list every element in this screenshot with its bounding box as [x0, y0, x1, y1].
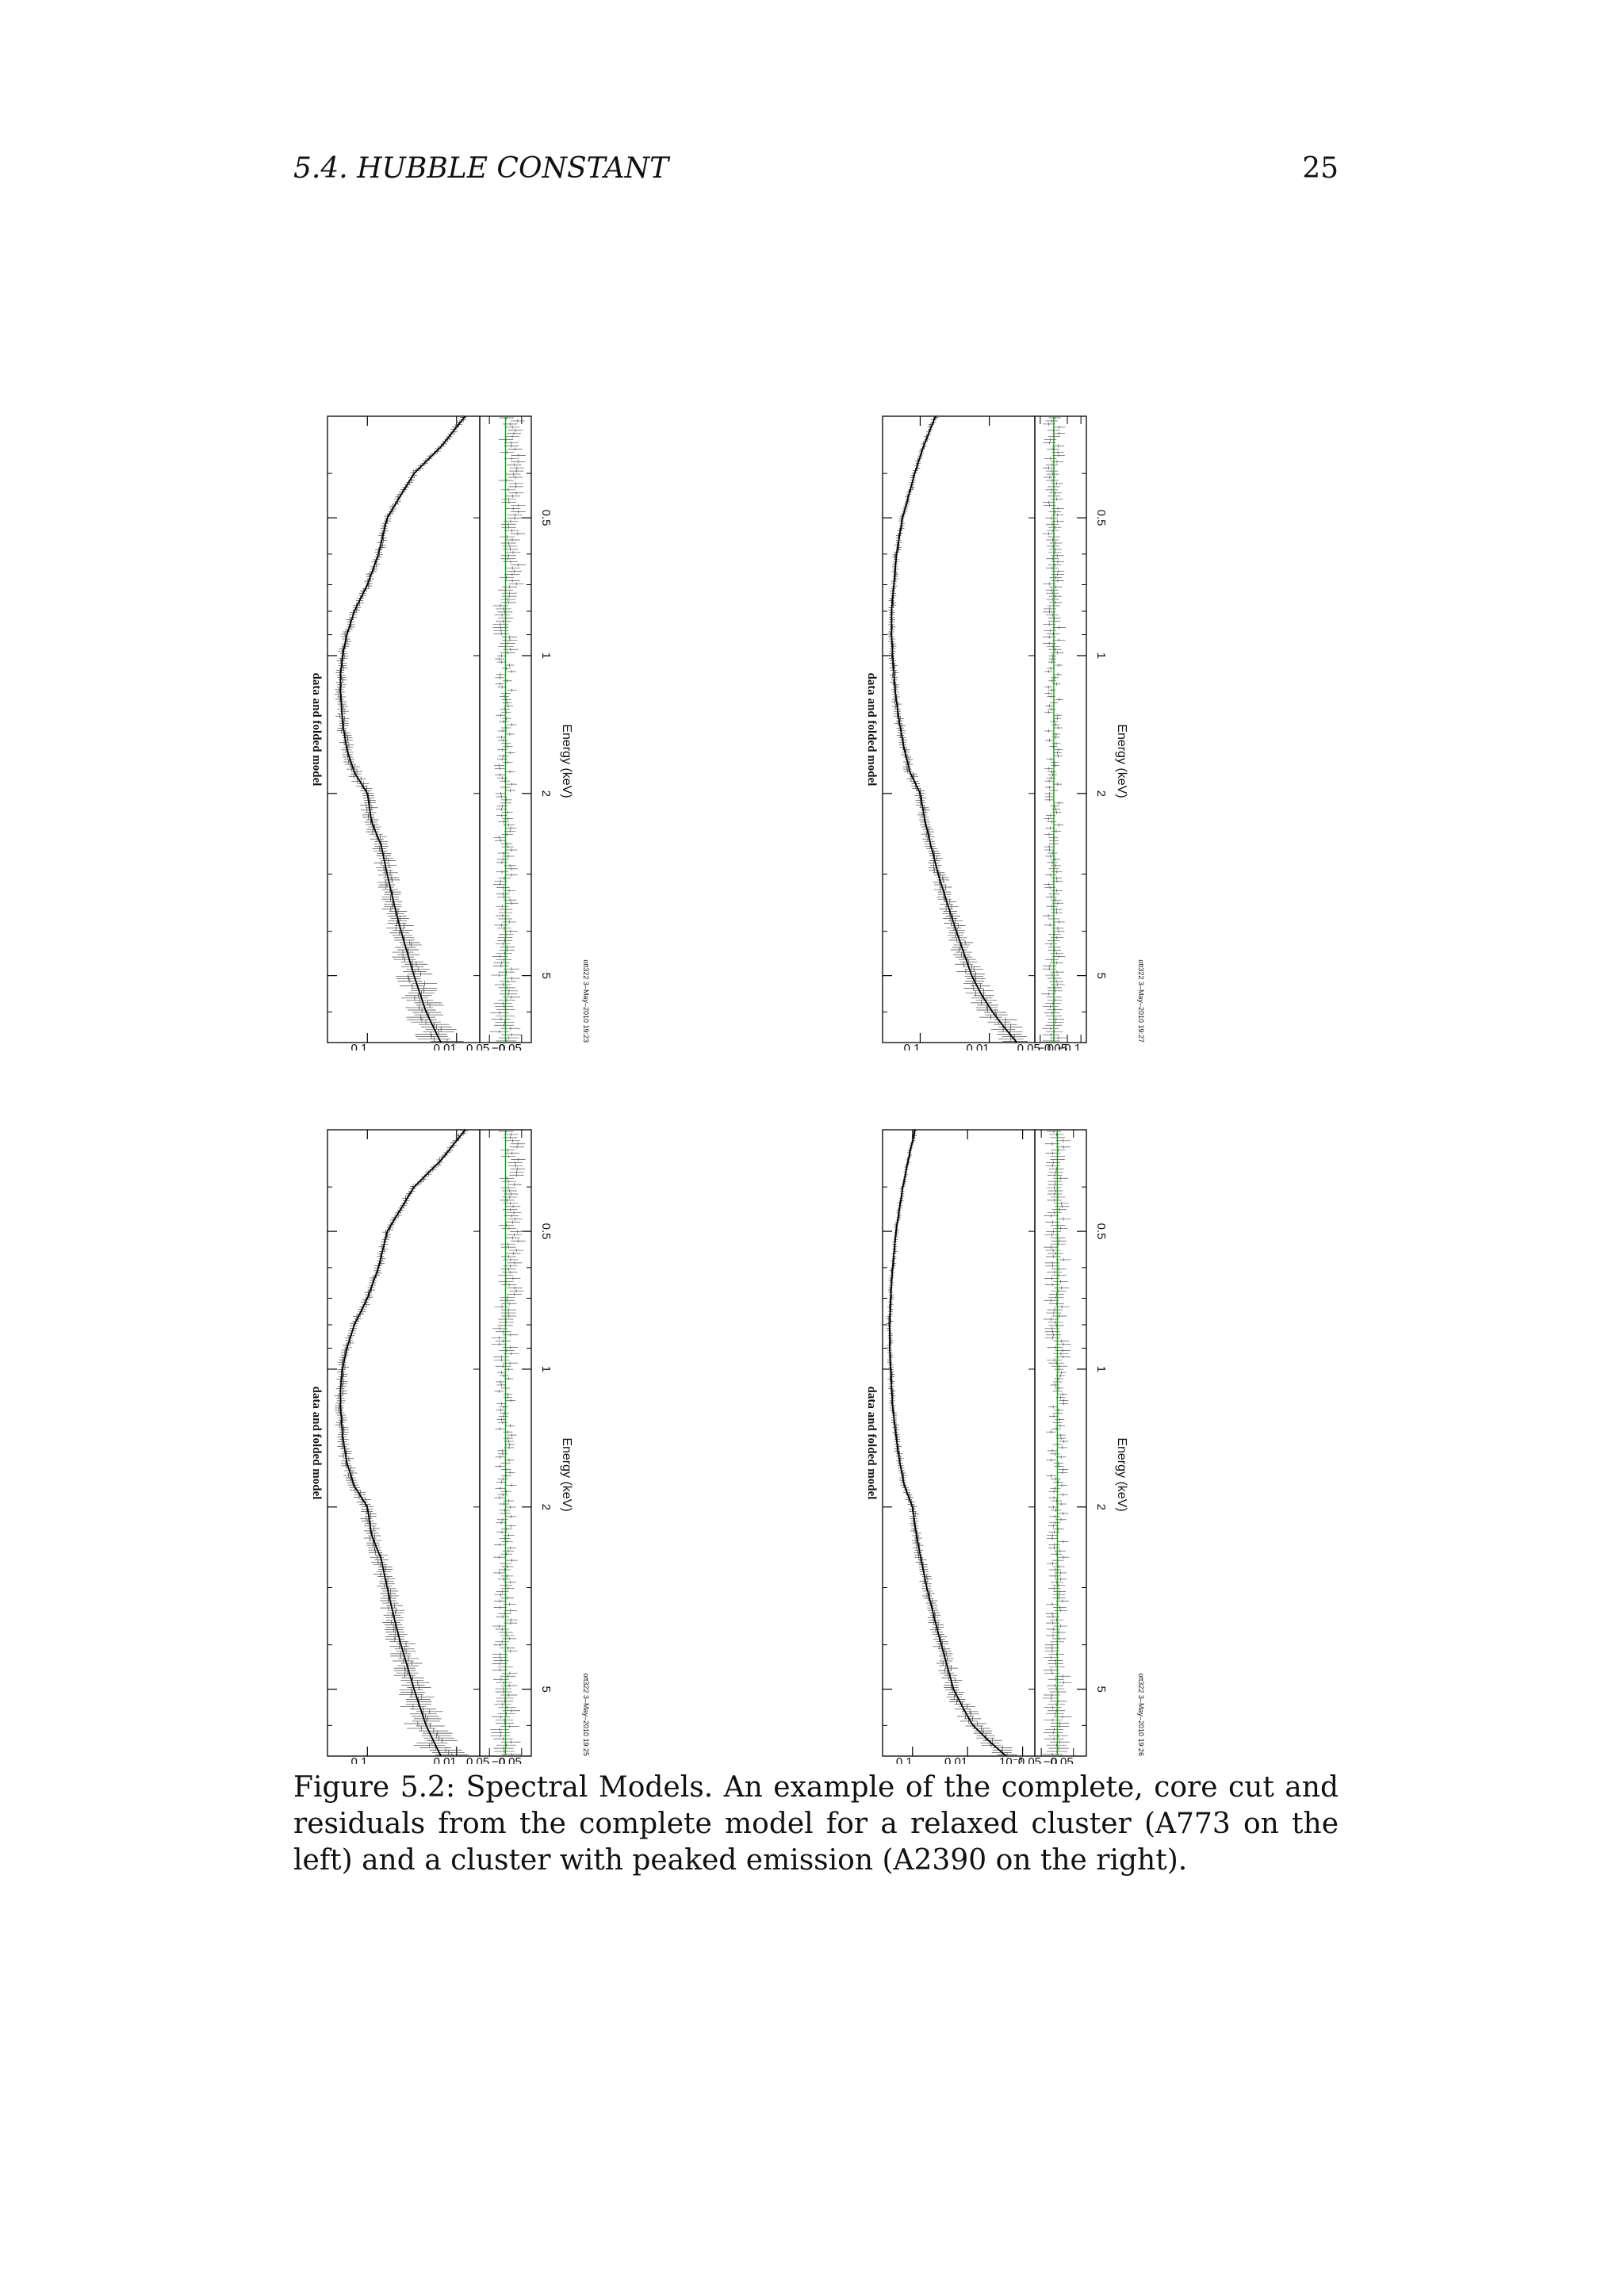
residuals-frame [1034, 1129, 1087, 1757]
model-curve [339, 1129, 466, 1757]
counts-data-points [334, 415, 467, 1044]
chart-title: data and folded model [868, 1387, 878, 1500]
x-tick-label: 2 [539, 1504, 553, 1510]
figure-panel-bottom-left: 0.5 1 2 5 Energy (keV) ott322 3–May–2010 19:2… [313, 1114, 607, 1764]
counts-data-points [887, 415, 1028, 1044]
counts-y-tick-label: 0.1 [350, 1042, 367, 1050]
rotated-plot-group: 0.5 1 2 5 Energy (keV) ott322 3–May–2010 19:2… [313, 1128, 590, 1764]
figure-panel-top-right: 0.5 1 2 5 Energy (keV) ott322 3–May–2010 19:2… [868, 400, 1162, 1050]
counts-y-tick-label: 0.1 [896, 1755, 913, 1764]
spectral-chart-svg: 0.5 1 2 5 Energy (keV) ott322 3–May–2010 19:2… [313, 1128, 590, 1764]
x-tick-label: 1 [539, 1366, 553, 1372]
rotated-plot-group: 0.5 1 2 5 Energy (keV) ott322 3–May–2010 19:2… [868, 1128, 1145, 1764]
residual-y-tick-label: 0 [499, 1755, 505, 1764]
residual-y-tick-label: 0 [1048, 1042, 1054, 1050]
x-tick-label: 1 [1094, 1366, 1108, 1372]
counts-y-tick-label: 0.1 [904, 1042, 921, 1050]
spectral-chart-svg: 0.5 1 2 5 Energy (keV) ott322 3–May–2010 19:2… [868, 1128, 1145, 1764]
residual-y-tick-label: −0.05 [1037, 1042, 1067, 1050]
residual-points [489, 415, 526, 1043]
residual-y-tick-label: −0.05 [1044, 1755, 1074, 1764]
rotated-plot-group: 0.5 1 2 5 Energy (keV) ott322 3–May–2010 19:2… [313, 415, 590, 1050]
plot-stamp: ott322 3–May–2010 19:25 [582, 1673, 590, 1756]
residual-points [490, 1129, 526, 1757]
x-tick-label: 5 [1094, 972, 1108, 978]
figure-panel-bottom-right: 0.5 1 2 5 Energy (keV) ott322 3–May–2010 19:2… [868, 1114, 1162, 1764]
x-tick-label: 5 [539, 972, 553, 978]
x-tick-label: 2 [1094, 790, 1108, 797]
counts-frame [882, 1129, 1036, 1757]
x-tick-label: 1 [1094, 652, 1108, 659]
counts-y-tick-label: 0.01 [434, 1042, 457, 1050]
x-tick-label: 5 [1094, 1686, 1108, 1692]
caption-label: Figure 5.2: [293, 1771, 456, 1804]
counts-y-tick-label: 0.01 [944, 1755, 967, 1764]
chart-title: data and folded model [868, 673, 878, 786]
x-tick-label: 0.5 [539, 510, 553, 526]
chart-title: data and folded model [313, 673, 323, 786]
counts-y-tick-label: 10⁻³ [999, 1755, 1023, 1764]
counts-y-tick-label: 0.1 [350, 1755, 367, 1764]
running-header: 5.4. HUBBLE CONSTANT 25 [293, 152, 1339, 192]
figure-panel-top-left: 0.5 1 2 5 Energy (keV) ott322 3–May–2010 19:2… [313, 400, 607, 1050]
residual-y-tick-label: 0.05 [466, 1042, 489, 1050]
residual-y-tick-label: −0.05 [492, 1755, 522, 1764]
x-tick-label: 0.5 [1094, 510, 1108, 526]
x-tick-label: 5 [539, 1686, 553, 1692]
residual-y-tick-label: −0.1 [1058, 1042, 1082, 1050]
section-title: 5.4. HUBBLE CONSTANT [293, 152, 669, 185]
spectral-chart-svg: 0.5 1 2 5 Energy (keV) ott322 3–May–2010 19:2… [313, 415, 590, 1050]
caption-text: Spectral Models. An example of the compl… [293, 1771, 1339, 1877]
chart-title: data and folded model [313, 1387, 323, 1500]
residual-points [1041, 415, 1067, 1043]
x-axis-label: Energy (keV) [560, 1437, 573, 1511]
residual-y-tick-label: 0 [499, 1042, 505, 1050]
x-axis-label: Energy (keV) [1115, 1437, 1128, 1511]
plot-stamp: ott322 3–May–2010 19:26 [1137, 1673, 1145, 1756]
rotated-plot-group: 0.5 1 2 5 Energy (keV) ott322 3–May–2010 19:2… [868, 415, 1145, 1050]
plot-stamp: ott322 3–May–2010 19:23 [582, 959, 590, 1043]
model-curve [339, 415, 466, 1043]
x-tick-label: 1 [539, 652, 553, 659]
counts-y-tick-label: 0.01 [966, 1042, 989, 1050]
counts-frame [327, 415, 481, 1043]
x-tick-label: 2 [539, 790, 553, 797]
counts-y-tick-label: 0.01 [434, 1755, 457, 1764]
counts-frame [327, 1129, 481, 1757]
residuals-frame [1034, 415, 1087, 1043]
residual-y-tick-label: −0.05 [492, 1042, 522, 1050]
residual-y-tick-label: 0.05 [1017, 1042, 1040, 1050]
residual-points [1042, 1129, 1072, 1757]
page-number: 25 [1302, 152, 1339, 185]
x-tick-label: 0.5 [1094, 1223, 1108, 1240]
model-curve [891, 415, 1018, 1043]
counts-data-points [886, 1128, 1017, 1758]
counts-data-points [334, 1128, 469, 1758]
residual-y-tick-label: 0.05 [1018, 1755, 1041, 1764]
counts-frame [882, 415, 1036, 1043]
figure-caption: Figure 5.2: Spectral Models. An example … [293, 1770, 1339, 1879]
model-curve [889, 1129, 1007, 1757]
spectral-chart-svg: 0.5 1 2 5 Energy (keV) ott322 3–May–2010 19:2… [868, 415, 1145, 1050]
x-tick-label: 0.5 [539, 1223, 553, 1240]
plot-stamp: ott322 3–May–2010 19:27 [1137, 959, 1145, 1043]
residual-y-tick-label: 0.05 [466, 1755, 489, 1764]
x-tick-label: 2 [1094, 1504, 1108, 1510]
x-axis-label: Energy (keV) [560, 724, 573, 798]
x-axis-label: Energy (keV) [1115, 724, 1128, 798]
residual-y-tick-label: 0 [1051, 1755, 1057, 1764]
